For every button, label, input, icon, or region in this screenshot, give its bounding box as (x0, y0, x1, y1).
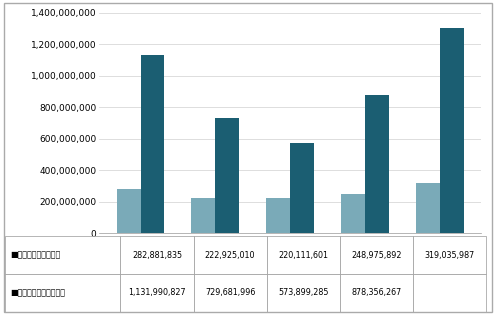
Bar (416, 183, 440, 233)
Bar (341, 194, 365, 233)
Bar (117, 189, 140, 233)
Bar (440, 28, 464, 233)
Bar (266, 198, 290, 233)
Bar (191, 198, 215, 233)
Bar (140, 55, 165, 233)
Bar (365, 95, 389, 233)
Bar (215, 118, 239, 233)
Bar (290, 143, 314, 233)
